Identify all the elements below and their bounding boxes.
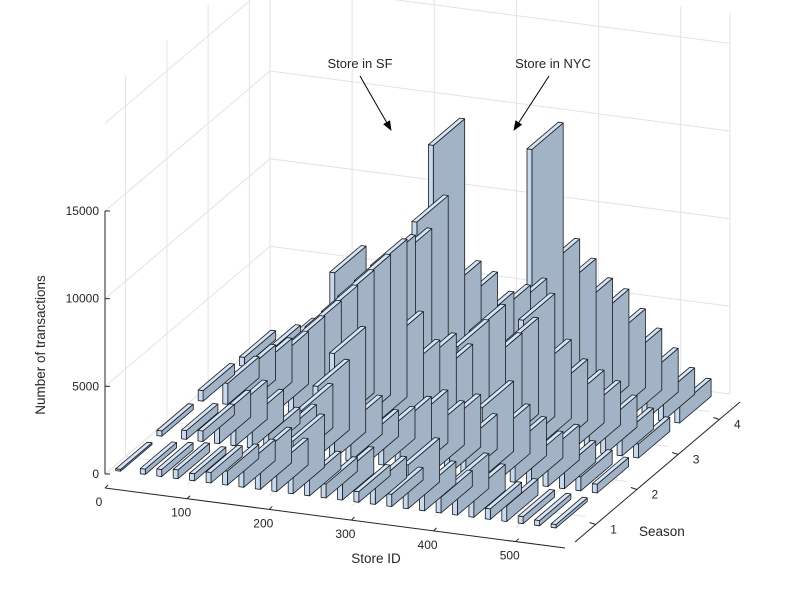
bar-top-face xyxy=(172,442,210,471)
bar-top-face xyxy=(484,481,522,510)
x-tick xyxy=(104,484,109,489)
x-tick xyxy=(186,495,191,500)
annotation-sf-arrow xyxy=(359,75,392,131)
x-tick xyxy=(268,506,273,510)
bar-front-face xyxy=(591,483,598,494)
z-tick-label: 15000 xyxy=(66,204,100,218)
bar-s1-store500 xyxy=(517,488,555,525)
z-grid-line xyxy=(104,0,731,124)
z-axis-label: Number of transactions xyxy=(33,275,48,415)
bar-top-face xyxy=(312,358,350,387)
bar-top-face xyxy=(156,441,194,470)
bar-s2-store540 xyxy=(591,456,629,494)
y-axis-label: Season xyxy=(639,524,685,539)
y-tick-label: 2 xyxy=(652,488,659,502)
bar-top-face xyxy=(591,456,629,485)
y-tick-label: 1 xyxy=(610,523,617,537)
annotation-nyc-label: Store in NYC xyxy=(515,56,591,71)
x-tick xyxy=(433,527,437,532)
bar-top-face xyxy=(526,121,564,150)
labels-layer: Number of transactions Store ID Season xyxy=(33,275,685,566)
bar-front-face xyxy=(172,468,179,480)
bar-top-face xyxy=(386,466,424,495)
bar-s1-store80 xyxy=(172,442,210,480)
bar-front-face xyxy=(353,490,360,503)
bar-top-face xyxy=(197,403,235,432)
annotation-layer: Store in SF Store in NYC xyxy=(327,56,591,131)
bar-front-face xyxy=(156,468,163,478)
bar-front-face xyxy=(181,429,187,440)
x-tick xyxy=(351,516,355,521)
x-tick-label: 400 xyxy=(418,538,438,552)
bar-top-face xyxy=(517,488,555,518)
bar-s2-store60 xyxy=(197,403,235,443)
bar-top-face xyxy=(550,496,588,525)
bar-top-face xyxy=(534,492,572,521)
z-tick-label: 0 xyxy=(92,467,99,481)
x-axis-label: Store ID xyxy=(351,551,401,566)
bar-front-face xyxy=(484,507,491,520)
x-tick-label: 300 xyxy=(335,527,355,541)
bar-s1-store100 xyxy=(189,446,227,482)
bar-s1-store540 xyxy=(550,496,588,529)
y-tick xyxy=(713,417,720,420)
bar-front-face xyxy=(189,472,196,482)
x-tick-label: 200 xyxy=(253,516,273,530)
bar-top-face xyxy=(115,441,153,470)
y-tick-label: 4 xyxy=(734,418,741,432)
bar-top-face xyxy=(205,444,243,473)
bar-top-face xyxy=(328,325,367,354)
bar-s1-store520 xyxy=(534,492,572,527)
y-tick-label: 3 xyxy=(693,453,700,467)
bar-top-face xyxy=(518,292,556,321)
axis-layer: 0 5000 10000 15000 0 100 200 300 400 500 1 2 3 4 xyxy=(66,204,741,563)
bar-s2-store40 xyxy=(181,402,219,440)
y-tick xyxy=(589,522,596,525)
x-tick-label: 100 xyxy=(171,506,191,520)
y-axis-line xyxy=(574,401,741,543)
bar-s1-store60 xyxy=(156,441,194,478)
annotation-sf-label: Store in SF xyxy=(327,56,392,71)
annotation-nyc-arrow xyxy=(513,75,550,131)
bar-s1-store10 xyxy=(115,441,153,472)
bars-layer xyxy=(115,117,712,529)
bar-s3-store10 xyxy=(197,362,235,402)
z-grid-line xyxy=(104,70,731,212)
bar-s1-store460 xyxy=(484,481,522,520)
bar-top-face xyxy=(411,194,449,223)
bar-top-face xyxy=(197,362,235,392)
x-tick-label: 500 xyxy=(500,549,520,563)
bar-top-face xyxy=(156,403,194,432)
bar-top-face xyxy=(353,464,391,493)
y-tick xyxy=(630,487,638,490)
bar-s1-store340 xyxy=(386,466,424,508)
bar-front-face xyxy=(517,515,524,525)
bar-top-face xyxy=(189,446,227,475)
bar-top-face xyxy=(427,117,466,146)
bar-front-face xyxy=(386,493,393,508)
bar-top-face xyxy=(239,329,277,358)
bar-front-face xyxy=(205,471,212,484)
bar-front-face xyxy=(197,429,204,443)
bar-top-face xyxy=(181,402,219,432)
z-tick-label: 10000 xyxy=(66,292,100,306)
x-tick xyxy=(515,538,520,542)
bar-s2-store10 xyxy=(156,403,194,437)
bar-front-face xyxy=(222,382,229,405)
bar-s1-store300 xyxy=(353,464,391,503)
bar-top-face xyxy=(329,245,367,274)
x-axis-line xyxy=(104,487,566,549)
bar-s1-store40 xyxy=(139,441,178,475)
y-tick xyxy=(671,452,679,455)
z-tick-label: 5000 xyxy=(72,379,99,393)
bar-top-face xyxy=(139,441,178,470)
x-tick-label: 0 xyxy=(96,495,103,509)
bar-s1-store120 xyxy=(205,444,243,484)
bar-front-face xyxy=(197,389,204,402)
